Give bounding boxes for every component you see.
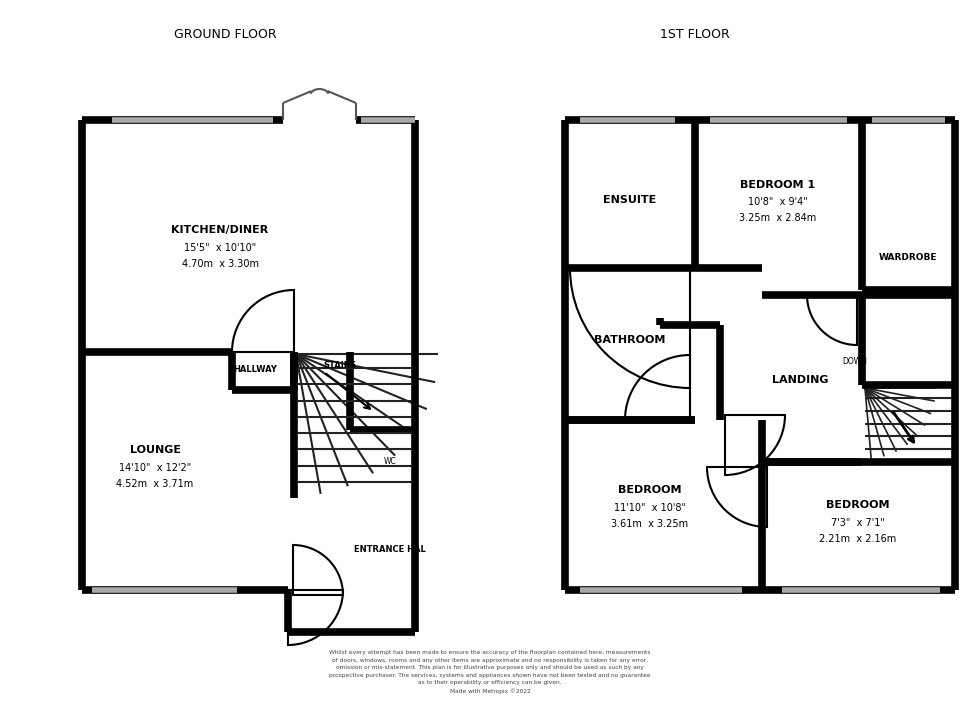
- Text: LANDING: LANDING: [772, 375, 828, 385]
- Text: GROUND FLOOR: GROUND FLOOR: [173, 28, 276, 41]
- Text: BEDROOM: BEDROOM: [826, 500, 890, 510]
- Text: STAIRS: STAIRS: [323, 361, 357, 369]
- Text: Whilst every attempt has been made to ensure the accuracy of the floorplan conta: Whilst every attempt has been made to en…: [329, 651, 651, 694]
- Text: 3.61m  x 3.25m: 3.61m x 3.25m: [612, 519, 689, 529]
- Text: 1ST FLOOR: 1ST FLOOR: [661, 28, 730, 41]
- Text: ENSUITE: ENSUITE: [604, 195, 657, 205]
- Text: DOWN: DOWN: [843, 358, 867, 366]
- Text: 14'10"  x 12'2": 14'10" x 12'2": [119, 463, 191, 473]
- Text: ENTRANCE HAL: ENTRANCE HAL: [354, 545, 426, 555]
- Text: 7'3"  x 7'1": 7'3" x 7'1": [831, 518, 885, 528]
- Text: 4.70m  x 3.30m: 4.70m x 3.30m: [181, 259, 259, 269]
- Text: BEDROOM: BEDROOM: [618, 485, 682, 495]
- Text: 15'5"  x 10'10": 15'5" x 10'10": [184, 243, 256, 253]
- Text: 10'8"  x 9'4": 10'8" x 9'4": [748, 197, 808, 207]
- Text: BEDROOM 1: BEDROOM 1: [741, 180, 815, 190]
- Text: 4.52m  x 3.71m: 4.52m x 3.71m: [117, 479, 194, 489]
- Text: LOUNGE: LOUNGE: [129, 445, 180, 455]
- Text: 2.21m  x 2.16m: 2.21m x 2.16m: [819, 534, 897, 544]
- Text: WARDROBE: WARDROBE: [879, 254, 937, 262]
- Text: 3.25m  x 2.84m: 3.25m x 2.84m: [739, 213, 816, 223]
- Text: WC: WC: [383, 457, 396, 467]
- Text: HALLWAY: HALLWAY: [233, 366, 277, 374]
- Text: BATHROOM: BATHROOM: [594, 335, 665, 345]
- Text: KITCHEN/DINER: KITCHEN/DINER: [172, 225, 269, 235]
- Text: 11'10"  x 10'8": 11'10" x 10'8": [614, 503, 686, 513]
